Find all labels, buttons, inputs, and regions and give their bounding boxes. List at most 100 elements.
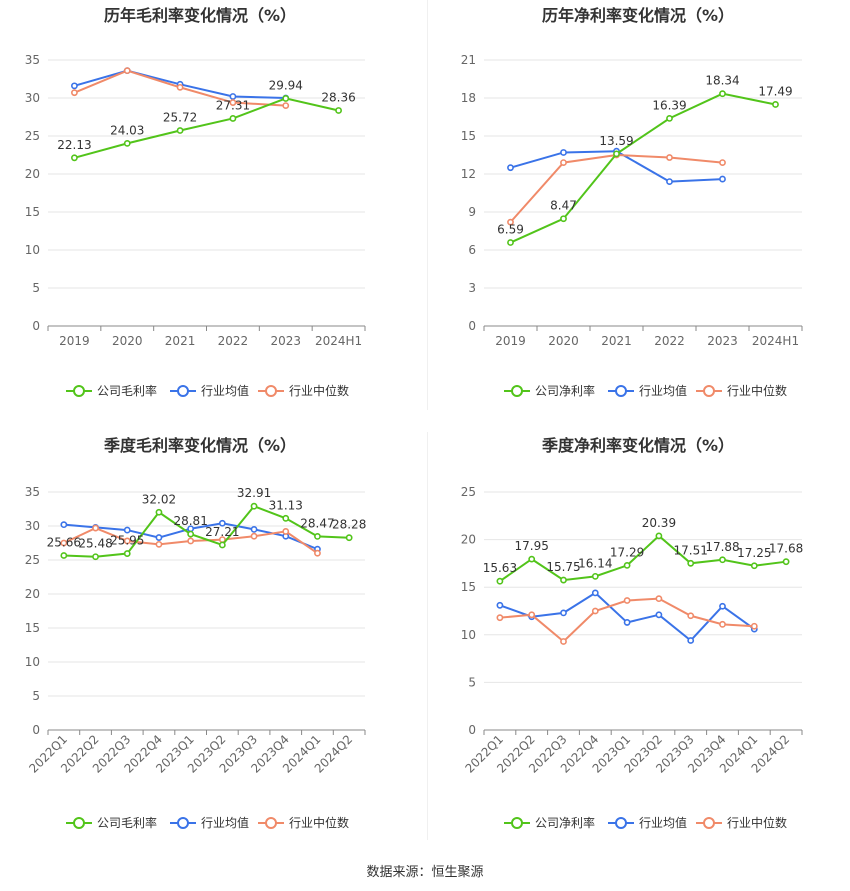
data-point: [623, 619, 631, 626]
data-point: [613, 150, 620, 158]
data-label: 25.48: [78, 537, 112, 551]
data-label: 20.39: [642, 516, 676, 530]
data-point: [687, 612, 695, 620]
data-point: [155, 508, 163, 516]
data-label: 24.03: [110, 123, 144, 137]
data-label: 27.31: [216, 98, 250, 112]
data-point: [591, 607, 599, 615]
y-tick-label: 0: [32, 723, 40, 737]
data-label: 25.72: [163, 111, 197, 125]
y-tick-label: 9: [468, 205, 476, 219]
data-point: [335, 107, 342, 114]
y-tick-label: 25: [25, 129, 40, 143]
data-point: [282, 95, 290, 102]
legend-label: 行业均值: [201, 383, 249, 398]
chart-panel-annual-gross-margin: 历年毛利率变化情况（%） 0 5 10 15 20 25 30 35 2019 2020 2021 20…: [0, 0, 425, 430]
data-label: 29.94: [269, 78, 303, 92]
data-point: [687, 559, 695, 567]
y-tick-label: 5: [32, 281, 40, 295]
data-point: [229, 93, 237, 100]
legend-label: 行业均值: [639, 383, 687, 398]
legend-label: 公司毛利率: [97, 815, 157, 830]
y-tick-label: 12: [461, 167, 476, 181]
data-point: [507, 239, 514, 246]
data-label: 31.13: [269, 498, 303, 512]
data-label: 28.28: [332, 518, 366, 532]
data-label: 17.49: [758, 84, 792, 98]
x-tick-label: 2023: [270, 334, 301, 348]
y-tick-label: 5: [468, 675, 476, 689]
legend-label: 行业中位数: [727, 383, 787, 398]
y-tick-label: 0: [468, 723, 476, 737]
series-line-0: [510, 92, 776, 244]
data-point: [591, 572, 599, 580]
data-point: [250, 532, 258, 540]
legend-label: 行业中位数: [289, 383, 349, 398]
data-point: [71, 154, 78, 162]
data-point: [772, 101, 779, 108]
legend-label: 行业中位数: [289, 815, 349, 830]
data-point: [507, 218, 514, 226]
legend-swatch-marker: [177, 817, 189, 829]
data-point: [560, 609, 567, 617]
y-tick-label: 21: [461, 53, 476, 67]
x-tick-label: 2020: [112, 334, 143, 348]
legend-swatch-marker: [177, 385, 189, 397]
y-tick-label: 25: [25, 553, 40, 567]
legend-label: 行业均值: [201, 815, 249, 830]
legend-swatch-marker: [703, 385, 715, 397]
legend-swatch-marker: [511, 817, 523, 829]
data-label: 28.47: [300, 516, 334, 530]
data-label: 17.68: [769, 542, 803, 556]
data-point: [750, 622, 758, 630]
data-point: [314, 533, 321, 540]
y-tick-label: 15: [461, 580, 476, 594]
series-line-0: [499, 534, 787, 583]
data-point: [176, 83, 184, 91]
y-tick-label: 15: [25, 621, 40, 635]
data-point: [655, 532, 663, 540]
y-tick-label: 5: [32, 689, 40, 703]
data-label: 16.39: [652, 98, 686, 112]
data-label: 15.75: [546, 560, 580, 574]
data-point: [218, 541, 226, 549]
data-point: [666, 154, 673, 161]
data-point: [71, 82, 78, 90]
data-point: [666, 178, 673, 185]
data-point: [282, 514, 290, 522]
data-point: [560, 159, 567, 166]
data-point: [229, 99, 237, 106]
data-point: [528, 555, 536, 563]
y-tick-label: 0: [32, 319, 40, 333]
chart-title: 季度毛利率变化情况（%）: [103, 436, 296, 455]
x-tick-label: 2019: [59, 334, 90, 348]
data-point: [591, 589, 599, 597]
data-point: [687, 637, 695, 644]
data-point: [750, 562, 758, 570]
data-point: [123, 67, 131, 75]
y-tick-label: 15: [461, 129, 476, 143]
data-point: [282, 528, 290, 535]
legend-swatch-marker: [265, 817, 277, 829]
data-point: [92, 524, 99, 532]
data-point: [719, 90, 726, 98]
data-point: [655, 611, 663, 619]
data-point: [176, 127, 184, 134]
legend-label: 公司毛利率: [97, 383, 157, 398]
data-label: 32.91: [237, 486, 271, 500]
y-tick-label: 25: [461, 485, 476, 499]
y-tick-label: 10: [25, 243, 40, 257]
data-point: [60, 539, 68, 547]
data-point: [187, 537, 195, 545]
data-label: 18.34: [705, 74, 739, 88]
data-point: [250, 502, 258, 510]
data-point: [560, 638, 567, 645]
data-label: 6.59: [497, 223, 524, 237]
data-point: [123, 550, 131, 557]
data-point: [623, 561, 631, 569]
x-tick-label: 2024H1: [315, 334, 362, 348]
chart-svg-2: 季度毛利率变化情况（%）051015202530352022Q12022Q220…: [25, 436, 367, 830]
data-point: [314, 549, 321, 557]
x-tick-label: 2021: [165, 334, 196, 348]
data-label: 13.59: [599, 134, 633, 148]
